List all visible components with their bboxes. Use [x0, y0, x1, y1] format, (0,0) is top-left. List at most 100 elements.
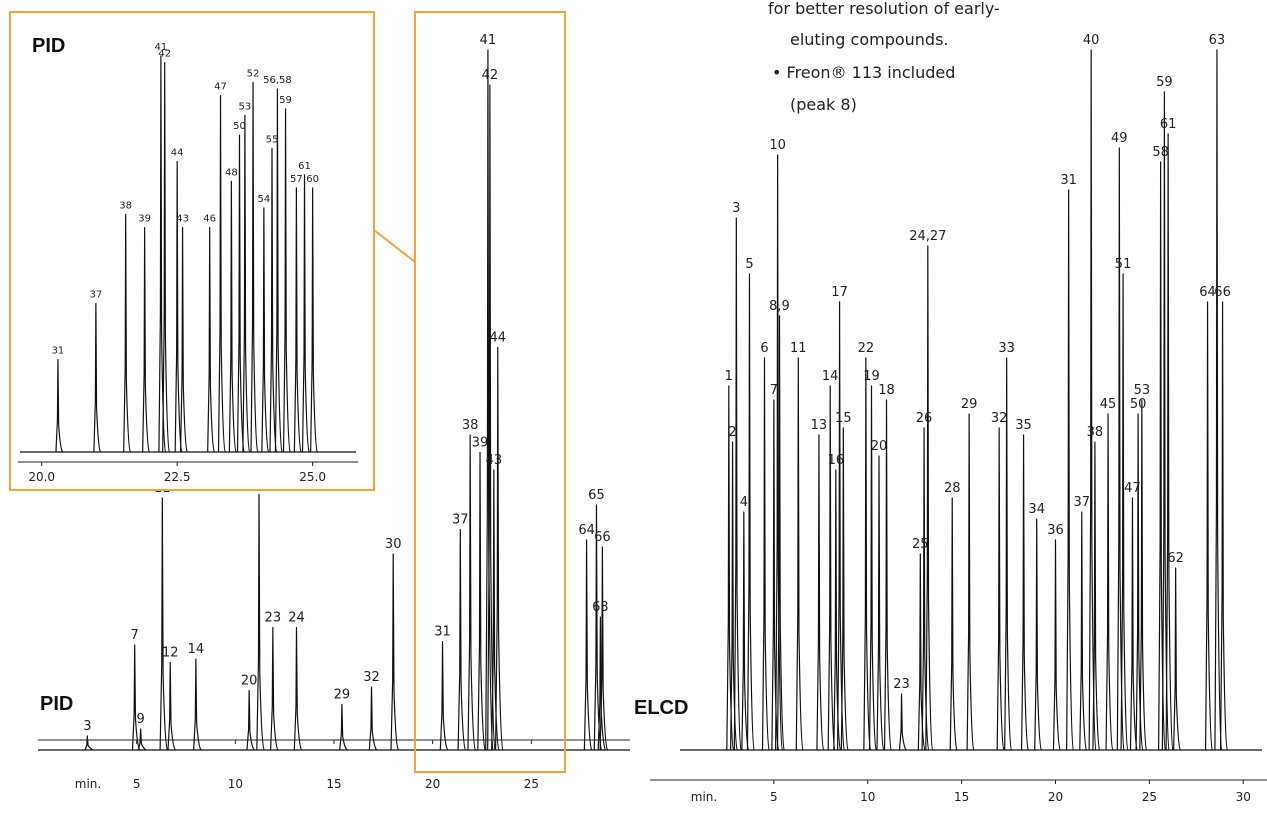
pid-main-peak-label-29-10: 29	[334, 688, 351, 703]
elcd-peak-63-45	[1214, 49, 1223, 751]
pid-inset-peak-44-7	[174, 161, 183, 453]
pid-main-tick-label-15: 15	[326, 777, 341, 791]
elcd-peak-label-38-33: 38	[1087, 425, 1104, 440]
inset-frame	[9, 11, 375, 491]
elcd-tick-label-15: 15	[954, 790, 969, 804]
elcd-peak-label-66-46: 66	[1214, 285, 1231, 300]
elcd-peak-label-3-2: 3	[732, 201, 740, 216]
pid-inset-peak-label-54-14: 54	[258, 194, 271, 205]
elcd-peak-label-18-18: 18	[878, 383, 895, 398]
elcd-peak-53-39	[1139, 399, 1148, 751]
pid-main-peak-label-30-12: 30	[385, 537, 402, 552]
elcd-peak-34-28	[1034, 518, 1043, 751]
pid-main-peak-label-42-18: 42	[482, 68, 499, 83]
pid-inset-peak-37-1	[93, 302, 102, 453]
pid-main-peak-65-22	[593, 504, 603, 751]
elcd-peak-label-37-31: 37	[1073, 495, 1090, 510]
zoom-highlight-box	[414, 11, 566, 773]
pid-inset-peak-60-20	[310, 187, 319, 453]
pid-main-peak-label-7-1: 7	[131, 628, 139, 643]
pid-main-peak-31-13	[439, 640, 449, 751]
pid-inset-peak-42-5	[162, 62, 171, 453]
pid-main-peak-label-23-8: 23	[265, 611, 282, 626]
elcd-peak-label-51-36: 51	[1115, 257, 1132, 272]
pid-main-peak-24-9	[293, 626, 303, 751]
elcd-peak-label-31-30: 31	[1060, 173, 1077, 188]
elcd-peak-8-9-8	[776, 315, 785, 751]
pid-inset-peak-56-58-16	[274, 88, 283, 453]
elcd-peak-label-2-1: 2	[728, 425, 736, 440]
pid-inset-peak-54-14	[261, 207, 270, 453]
pid-main-peak-label-32-11: 32	[363, 670, 380, 685]
pid-inset-peak-53-12	[242, 114, 251, 453]
pid-main-detector-label: PID	[40, 693, 73, 715]
pid-main-peak-21-7	[256, 493, 265, 751]
pid-inset-peak-label-44-7: 44	[171, 148, 184, 159]
pid-main-peak-64-21	[583, 539, 593, 751]
elcd-peak-label-64-44: 64	[1199, 285, 1216, 300]
elcd-peak-label-45-34: 45	[1100, 397, 1117, 412]
pid-inset-peak-label-31-0: 31	[52, 346, 65, 357]
pid-main-peak-label-37-14: 37	[452, 513, 469, 528]
elcd-peak-label-4-3: 4	[740, 495, 748, 510]
elcd-peak-label-49-35: 49	[1111, 131, 1128, 146]
pid-inset-peak-48-10	[228, 180, 237, 453]
elcd-peak-label-61-42: 61	[1160, 117, 1177, 132]
elcd-peak-label-22-15: 22	[858, 341, 875, 356]
pid-inset-peak-label-42-5: 42	[158, 49, 171, 60]
elcd-peak-label-47-37: 47	[1124, 481, 1141, 496]
pid-inset-peak-label-56-58-16: 56,58	[263, 75, 292, 86]
elcd-peak-label-35-27: 35	[1015, 418, 1032, 433]
pid-main-tick-label-min-: min.	[75, 777, 101, 791]
pid-inset-peak-52-13	[250, 81, 259, 453]
elcd-peak-label-53-39: 53	[1134, 383, 1151, 398]
elcd-tick-label-5: 5	[770, 790, 778, 804]
pid-main-peak-label-63-24: 63	[592, 600, 609, 615]
elcd-peak-3-2	[733, 217, 742, 751]
pid-main-peak-23-8	[270, 626, 279, 751]
pid-inset-peak-59-17	[282, 108, 291, 453]
pid-main-peak-44-20	[494, 346, 504, 751]
elcd-peak-label-28-23: 28	[944, 481, 961, 496]
elcd-peak-label-11-9: 11	[790, 341, 807, 356]
pid-main-tick-label-10: 10	[228, 777, 243, 791]
pid-inset-peak-label-41-4: 41	[155, 42, 168, 53]
pid-main-peak-3-0	[84, 735, 93, 751]
pid-main-peak-label-41-17: 41	[480, 33, 497, 48]
elcd-detector-label: ELCD	[634, 697, 688, 719]
pid-main-tick-label-5: 5	[133, 777, 141, 791]
pid-main-peak-label-20-6: 20	[241, 674, 258, 689]
pid-inset-tick-label-25-0: 25.0	[299, 470, 326, 484]
elcd-tick-label-min-: min.	[691, 790, 717, 804]
pid-inset-peak-label-53-12: 53	[239, 101, 252, 112]
elcd-peak-37-31	[1079, 511, 1088, 751]
elcd-peak-18-18	[883, 399, 892, 751]
pid-main-peak-38-15	[467, 434, 476, 751]
pid-inset-peak-61-19	[301, 174, 310, 453]
pid-main-peak-label-14-5: 14	[188, 642, 205, 657]
elcd-tick-label-25: 25	[1142, 790, 1157, 804]
elcd-peak-label-14-11: 14	[822, 369, 839, 384]
elcd-peak-24-27-22	[925, 245, 934, 751]
pid-main-tick-label-20: 20	[425, 777, 440, 791]
pid-main-peak-37-14	[457, 528, 467, 751]
elcd-peak-13-10	[816, 434, 825, 751]
elcd-peak-label-24-27-22: 24,27	[909, 229, 946, 244]
pid-main-peak-label-9-2: 9	[136, 712, 144, 727]
pid-main-peak-7-1	[131, 644, 141, 751]
pid-main-tick-label-25: 25	[524, 777, 539, 791]
elcd-peak-36-29	[1052, 539, 1061, 751]
elcd-peak-label-5-4: 5	[745, 257, 753, 272]
elcd-chart: 1234567108,91113141617152219201823252624…	[634, 33, 1267, 804]
elcd-peak-66-46	[1219, 301, 1228, 751]
elcd-tick-label-10: 10	[860, 790, 875, 804]
elcd-peak-label-16-12: 16	[828, 453, 845, 468]
elcd-peak-label-20-17: 20	[871, 439, 888, 454]
elcd-peak-label-32-25: 32	[991, 411, 1008, 426]
elcd-peak-28-23	[949, 497, 958, 751]
elcd-peak-label-34-28: 34	[1028, 502, 1045, 517]
elcd-peak-14-11	[827, 385, 836, 751]
pid-main-peak-14-5	[193, 658, 202, 751]
